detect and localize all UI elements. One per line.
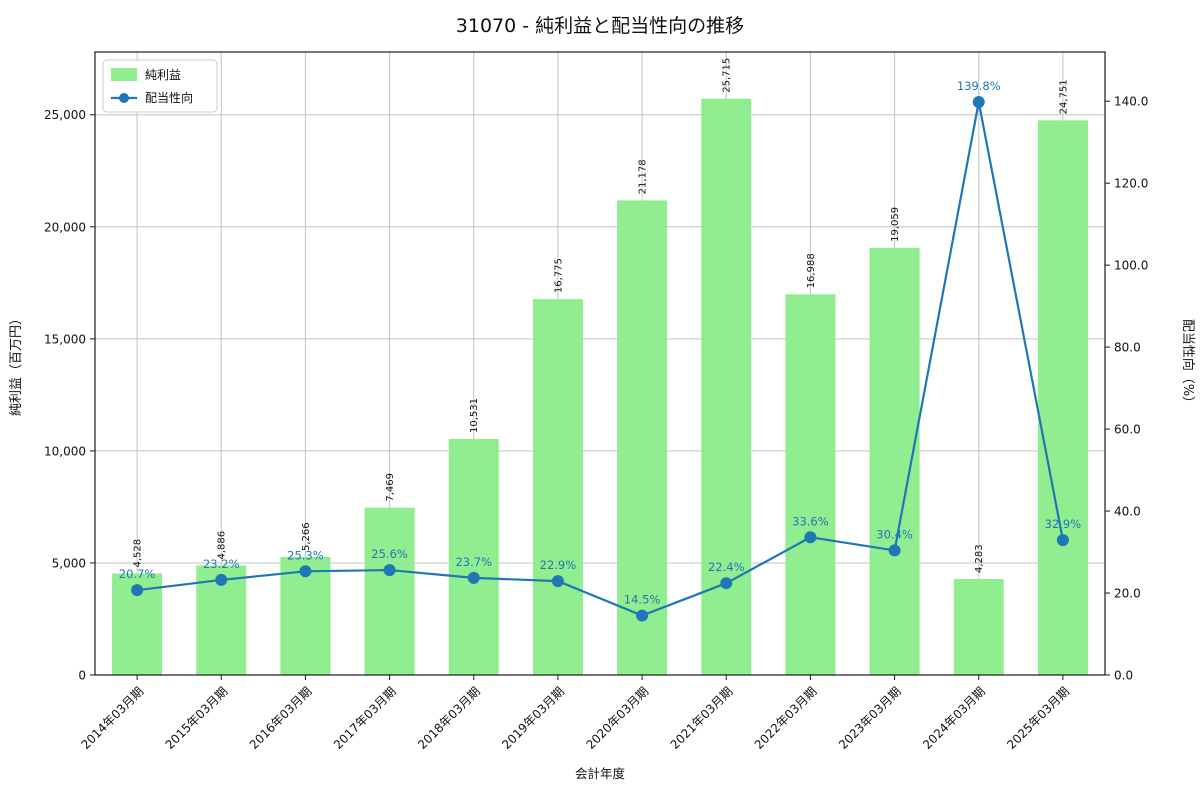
y-axis-left-label: 純利益（百万円） bbox=[9, 312, 24, 416]
net-income-bar bbox=[1037, 120, 1088, 675]
y-right-tick-label: 80.0 bbox=[1114, 341, 1141, 355]
x-tick-label: 2016年03月期 bbox=[247, 684, 315, 752]
bar-value-label: 25,715 bbox=[722, 58, 733, 93]
bar-value-label: 5,266 bbox=[301, 522, 312, 551]
bar-value-label: 16,775 bbox=[553, 258, 564, 293]
x-tick-label: 2015年03月期 bbox=[163, 684, 231, 752]
bar-value-label: 10,531 bbox=[469, 398, 480, 433]
y-left-tick-label: 15,000 bbox=[44, 332, 86, 346]
net-income-bar bbox=[617, 200, 668, 676]
x-tick-label: 2023年03月期 bbox=[836, 684, 904, 752]
payout-value-label: 23.7% bbox=[455, 555, 492, 569]
payout-line bbox=[136, 101, 1064, 617]
legend-net-income-swatch bbox=[111, 68, 137, 81]
payout-value-label: 30.4% bbox=[876, 527, 913, 541]
plot-area: 4,528 4,886 5,266 7,469 10,531 16,775 21,178 25… bbox=[44, 51, 1148, 752]
y-right-tick-label: 120.0 bbox=[1114, 177, 1148, 191]
x-tick-label: 2022年03月期 bbox=[752, 684, 820, 752]
x-tick-label: 2014年03月期 bbox=[78, 684, 146, 752]
payout-marker bbox=[636, 609, 649, 622]
x-tick-label: 2024年03月期 bbox=[920, 684, 988, 752]
x-tick-label: 2017年03月期 bbox=[331, 684, 399, 752]
legend-net-income-label: 純利益 bbox=[145, 68, 181, 82]
bar-value-label: 24,751 bbox=[1058, 79, 1069, 114]
net-income-bar bbox=[785, 294, 836, 675]
payout-value-label: 14.5% bbox=[624, 593, 661, 607]
y-right-tick-label: 40.0 bbox=[1114, 505, 1141, 519]
payout-value-label: 25.6% bbox=[371, 547, 408, 561]
payout-marker bbox=[804, 531, 817, 544]
y-left-tick-label: 5,000 bbox=[52, 556, 86, 570]
y-left-tick-label: 10,000 bbox=[44, 444, 86, 458]
y-axis-right-label: 配当性向（%） bbox=[1180, 319, 1196, 409]
bar-value-label: 4,528 bbox=[133, 539, 144, 568]
payout-value-label: 22.9% bbox=[540, 558, 577, 572]
payout-marker bbox=[131, 584, 144, 597]
x-tick-label: 2020年03月期 bbox=[583, 684, 651, 752]
bar-value-label: 21,178 bbox=[638, 159, 649, 194]
y-right-tick-label: 140.0 bbox=[1114, 95, 1148, 109]
payout-marker bbox=[972, 96, 985, 109]
bar-value-label: 4,283 bbox=[974, 544, 985, 573]
payout-value-label: 32.9% bbox=[1045, 517, 1082, 531]
payout-value-label: 25.3% bbox=[287, 548, 324, 562]
legend-payout-marker bbox=[119, 93, 129, 103]
payout-marker bbox=[888, 544, 901, 557]
bar-value-label: 7,469 bbox=[385, 473, 396, 502]
net-income-bar bbox=[953, 579, 1004, 675]
bar-value-label: 19,059 bbox=[890, 207, 901, 242]
y-left-tick-label: 25,000 bbox=[44, 108, 86, 122]
plot-border bbox=[94, 51, 1106, 676]
chart-title: 31070 - 純利益と配当性向の推移 bbox=[456, 15, 744, 37]
y-right-tick-label: 100.0 bbox=[1114, 259, 1148, 273]
y-left-tick-label: 20,000 bbox=[44, 220, 86, 234]
payout-marker bbox=[383, 564, 396, 577]
payout-marker bbox=[467, 571, 480, 584]
x-tick-label: 2021年03月期 bbox=[668, 684, 736, 752]
y-left-tick-label: 0 bbox=[78, 669, 86, 683]
net-income-bar bbox=[364, 507, 415, 675]
x-axis-label: 会計年度 bbox=[575, 766, 626, 781]
payout-marker bbox=[551, 575, 564, 588]
payout-value-label: 20.7% bbox=[119, 567, 156, 581]
net-income-bar bbox=[448, 438, 499, 675]
payout-marker bbox=[1056, 534, 1069, 547]
y-right-tick-label: 20.0 bbox=[1114, 587, 1141, 601]
payout-value-label: 22.4% bbox=[708, 560, 745, 574]
payout-value-label: 139.8% bbox=[957, 79, 1001, 93]
payout-marker bbox=[720, 577, 733, 590]
payout-value-label: 23.2% bbox=[203, 557, 240, 571]
x-tick-label: 2018年03月期 bbox=[415, 684, 483, 752]
bar-value-label: 16,988 bbox=[806, 253, 817, 288]
x-tick-label: 2019年03月期 bbox=[499, 684, 567, 752]
legend-payout-label: 配当性向 bbox=[145, 90, 193, 105]
payout-marker bbox=[215, 573, 228, 586]
x-tick-label: 2025年03月期 bbox=[1004, 684, 1072, 752]
payout-value-label: 33.6% bbox=[792, 514, 829, 528]
y-right-tick-label: 60.0 bbox=[1114, 423, 1141, 437]
bar-value-label: 4,886 bbox=[217, 531, 228, 560]
payout-marker bbox=[299, 565, 312, 578]
net-income-bar bbox=[532, 299, 583, 675]
y-right-tick-label: 0.0 bbox=[1114, 669, 1133, 683]
